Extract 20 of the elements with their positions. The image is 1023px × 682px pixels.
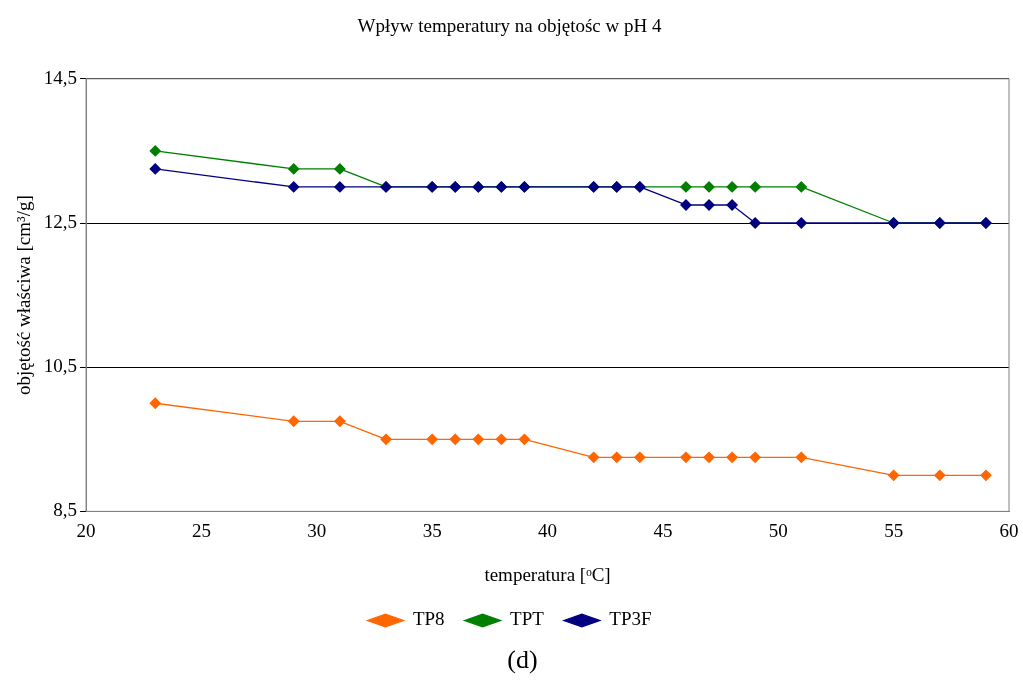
legend-label: TP3F bbox=[609, 608, 652, 630]
chart-title: Wpływ temperatury na objętośc w pH 4 bbox=[357, 15, 662, 37]
x-tick-label: 25 bbox=[191, 519, 211, 541]
y-tick-label: 12,5 bbox=[43, 210, 78, 232]
x-tick-label: 35 bbox=[422, 519, 442, 541]
x-tick-label: 40 bbox=[538, 519, 558, 541]
x-tick-label: 50 bbox=[768, 519, 788, 541]
x-tick-label: 55 bbox=[884, 519, 904, 541]
y-axis-title: objętość właściwa [cm³/g] bbox=[13, 195, 35, 396]
y-tick-label: 14,5 bbox=[43, 66, 78, 88]
legend-label: TP8 bbox=[412, 608, 445, 630]
x-tick-label: 30 bbox=[307, 519, 327, 541]
x-tick-label: 20 bbox=[76, 519, 96, 541]
y-tick-label: 8,5 bbox=[53, 499, 78, 521]
x-tick-label: 45 bbox=[653, 519, 673, 541]
y-tick-label: 10,5 bbox=[43, 355, 78, 377]
x-axis-title: temperatura [ᵒC] bbox=[484, 563, 611, 585]
text: (d) bbox=[507, 644, 538, 674]
x-tick-label: 60 bbox=[999, 519, 1019, 541]
legend-label: TPT bbox=[510, 608, 545, 630]
